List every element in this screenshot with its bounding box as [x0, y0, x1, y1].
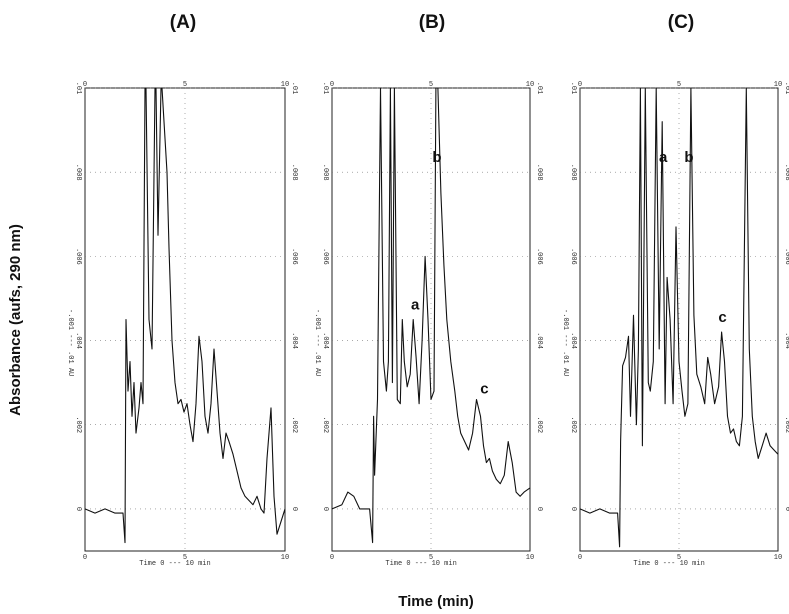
x-tick-label-top: 5 — [429, 81, 433, 89]
y-tick-label-right: .006 — [783, 248, 789, 265]
y-axis-title: Absorbance (aufs, 290 nm) — [7, 224, 24, 416]
y-scale-label: -.001 --- .01 AU — [313, 309, 321, 376]
x-tick-label: 0 — [578, 554, 582, 562]
y-tick-label: .006 — [74, 248, 82, 265]
x-tick-label-top: 10 — [281, 81, 289, 89]
chromatogram-trace — [84, 87, 286, 544]
y-tick-label-right: .008 — [783, 164, 789, 181]
peak-label-c: c — [718, 309, 726, 326]
plot-frame — [84, 87, 286, 552]
panel-title: (B) — [419, 12, 445, 33]
y-scale-label: -.001 --- .01 AU — [561, 309, 569, 376]
x-tick-label: 5 — [183, 554, 187, 562]
x-tick-label-top: 10 — [774, 81, 782, 89]
panel-title: (A) — [170, 12, 196, 33]
x-tick-label: 0 — [330, 554, 334, 562]
chromatogram-trace — [331, 87, 531, 544]
y-tick-label: .008 — [569, 164, 577, 181]
time-scale-label: Time 0 --- 10 min — [633, 560, 704, 568]
peak-label-a: a — [659, 149, 668, 166]
plot-frame — [579, 87, 779, 552]
y-tick-label: .002 — [74, 416, 82, 433]
x-tick-label: 10 — [774, 554, 782, 562]
y-tick-label-right: .01 — [290, 82, 298, 95]
y-tick-label-right: .002 — [535, 416, 543, 433]
y-tick-label: .004 — [569, 332, 577, 349]
x-tick-label-top: 0 — [578, 81, 582, 89]
y-tick-label-right: .002 — [290, 416, 298, 433]
x-tick-label: 5 — [429, 554, 433, 562]
y-tick-label: 0 — [74, 507, 82, 511]
panel-3: (C) 0 0 .002 .002 .004 .004 .006 .006 .008 .008 .01… — [561, 12, 789, 568]
x-axis-title: Time (min) — [398, 593, 474, 610]
y-tick-label-right: 0 — [535, 507, 543, 511]
y-tick-label: .006 — [321, 248, 329, 265]
y-tick-label: .002 — [321, 416, 329, 433]
x-tick-label-top: 5 — [677, 81, 681, 89]
y-tick-label-right: .004 — [535, 332, 543, 349]
y-tick-label-right: 0 — [783, 507, 789, 511]
y-tick-label: 0 — [321, 507, 329, 511]
y-tick-label-right: .008 — [290, 164, 298, 181]
y-tick-label: .01 — [321, 82, 329, 95]
y-tick-label: .008 — [321, 164, 329, 181]
y-tick-label: .006 — [569, 248, 577, 265]
y-tick-label-right: .004 — [783, 332, 789, 349]
x-tick-label: 5 — [677, 554, 681, 562]
y-tick-label: 0 — [569, 507, 577, 511]
y-tick-label-right: .008 — [535, 164, 543, 181]
x-tick-label-top: 10 — [526, 81, 534, 89]
x-tick-label: 0 — [83, 554, 87, 562]
y-tick-label-right: .01 — [535, 82, 543, 95]
y-tick-label: .01 — [74, 82, 82, 95]
y-tick-label-right: .01 — [783, 82, 789, 95]
y-tick-label: .002 — [569, 416, 577, 433]
y-scale-label: -.001 --- .01 AU — [66, 309, 74, 376]
y-tick-label-right: .002 — [783, 416, 789, 433]
y-tick-label-right: .006 — [290, 248, 298, 265]
y-tick-label: .008 — [74, 164, 82, 181]
time-scale-label: Time 0 --- 10 min — [385, 560, 456, 568]
y-tick-label: .004 — [74, 332, 82, 349]
peak-label-a: a — [411, 296, 420, 313]
panel-title: (C) — [668, 12, 694, 33]
x-tick-label-top: 5 — [183, 81, 187, 89]
x-tick-label-top: 0 — [330, 81, 334, 89]
x-tick-label-top: 0 — [83, 81, 87, 89]
time-scale-label: Time 0 --- 10 min — [139, 560, 210, 568]
peak-label-c: c — [480, 380, 488, 397]
plot-frame — [331, 87, 531, 552]
panel-2: (B) 0 0 .002 .002 .004 .004 .006 .006 .008 .008 .01… — [313, 12, 543, 568]
panel-1: (A) 0 0 .002 .002 .004 .004 .006 .006 .008 .008 .01… — [66, 12, 298, 568]
y-tick-label-right: 0 — [290, 507, 298, 511]
x-tick-label: 10 — [526, 554, 534, 562]
chromatogram-trace — [579, 87, 779, 548]
y-tick-label-right: .006 — [535, 248, 543, 265]
y-tick-label-right: .004 — [290, 332, 298, 349]
x-tick-label: 10 — [281, 554, 289, 562]
peak-label-b: b — [432, 149, 441, 166]
panels-group: (A) 0 0 .002 .002 .004 .004 .006 .006 .008 .008 .01… — [66, 12, 789, 568]
y-tick-label: .004 — [321, 332, 329, 349]
y-tick-label: .01 — [569, 82, 577, 95]
peak-label-b: b — [684, 149, 693, 166]
